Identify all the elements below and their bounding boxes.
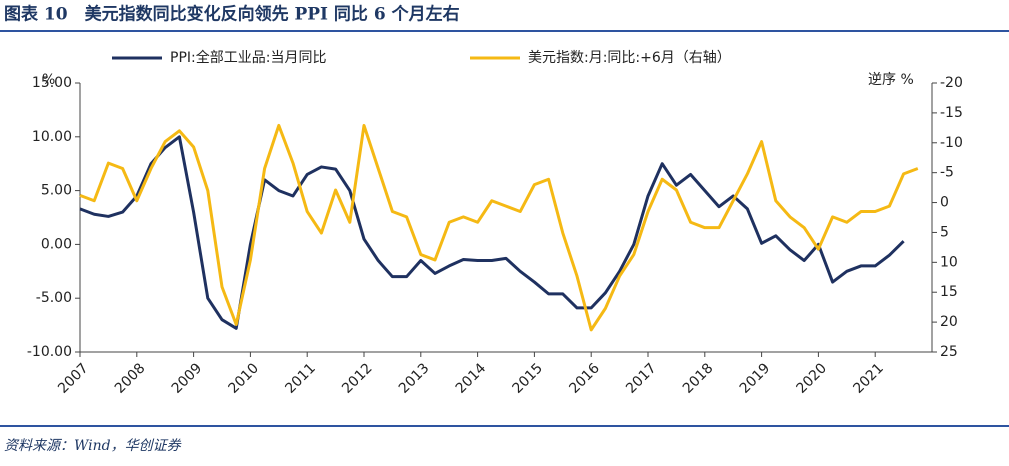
y-tick-label: 5.00 (41, 183, 72, 199)
source: 资料来源：Wind，华创证券 (4, 438, 182, 454)
y2-tick-label: 5 (940, 224, 949, 240)
y2-tick-label: 15 (940, 284, 958, 300)
x-tick-label: 2011 (282, 360, 319, 397)
y2-tick-label: 0 (940, 195, 949, 211)
x-tick-label: 2010 (226, 360, 263, 397)
x-tick-label: 2007 (55, 360, 92, 397)
y-tick-label: 0.00 (41, 236, 72, 252)
chart-title: 图表 10 美元指数同比变化反向领先 PPI 同比 6 个月左右 (4, 4, 460, 25)
x-tick-label: 2016 (566, 360, 603, 397)
series-line (79, 135, 905, 330)
x-tick-label: 2018 (680, 360, 717, 397)
series-line (79, 123, 919, 332)
x-tick-label: 2019 (737, 360, 774, 397)
x-tick-label: 2014 (453, 360, 490, 397)
x-tick-label: 2013 (396, 360, 433, 397)
y2-tick-label: -15 (940, 105, 963, 121)
y-tick-label: 10.00 (32, 129, 72, 145)
y2-tick-label: 20 (940, 314, 958, 330)
x-tick-label: 2015 (510, 360, 547, 397)
x-tick-label: 2020 (794, 360, 831, 397)
y-tick-label: -10.00 (27, 344, 72, 360)
y2-tick-label: 25 (940, 344, 958, 360)
x-tick-label: 2012 (339, 360, 376, 397)
x-tick-label: 2021 (850, 360, 887, 397)
y2-tick-label: -5 (940, 165, 954, 181)
x-tick-label: 2009 (169, 360, 206, 397)
y2-tick-label: 10 (940, 254, 958, 270)
y2-tick-label: -20 (940, 75, 963, 91)
y-tick-label: -5.00 (36, 290, 72, 306)
x-tick-label: 2008 (112, 360, 149, 397)
legend-label: PPI:全部工业品:当月同比 (170, 49, 326, 66)
legend-label: 美元指数:月:同比:+6月（右轴） (528, 50, 731, 66)
y-unit: % (42, 72, 55, 88)
y2-label: 逆序 % (868, 72, 914, 88)
x-tick-label: 2017 (623, 360, 660, 397)
y2-tick-label: -10 (940, 135, 963, 151)
y-tick-label: 15.00 (32, 75, 72, 91)
